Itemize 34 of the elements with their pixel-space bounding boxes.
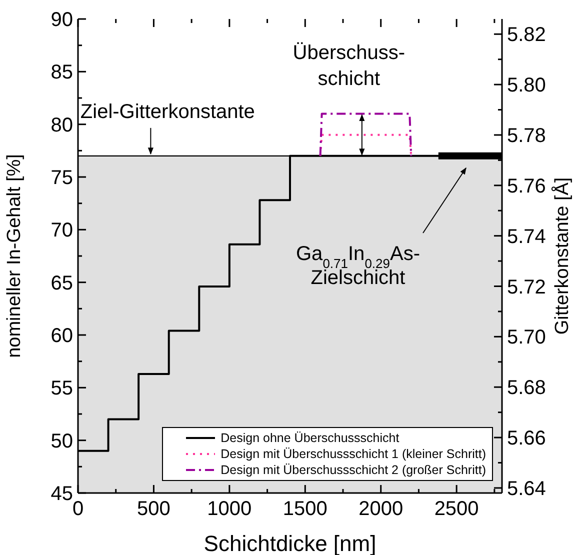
- y2-axis-title: Gitterkonstante [Å]: [551, 177, 573, 335]
- y2-tick-label: 5.70: [507, 326, 546, 349]
- annotation: Überschuss- schicht: [292, 42, 406, 90]
- y-tick-label: 45: [50, 483, 73, 505]
- legend-label: Design mit Überschussschicht 2 (großer Schritt): [220, 462, 486, 478]
- y2-tick-label: 5.80: [507, 74, 546, 97]
- x-tick-label: 2000: [358, 498, 404, 520]
- y-tick-label: 70: [50, 220, 73, 242]
- y2-tick-label: 5.78: [507, 124, 546, 147]
- x-tick-label: 1500: [282, 498, 328, 520]
- y-tick-label: 65: [50, 272, 73, 294]
- x-tick-label: 0: [72, 498, 84, 520]
- y-tick-label: 85: [50, 62, 73, 84]
- annotation: Ziel-Gitterkonstante: [80, 100, 255, 123]
- y-tick-label: 90: [50, 9, 73, 31]
- x-tick-label: 2500: [434, 498, 479, 520]
- y2-tick-label: 5.64: [507, 478, 546, 500]
- y2-tick-label: 5.82: [507, 24, 546, 46]
- y2-tick-label: 5.72: [507, 276, 546, 298]
- legend-label: Design mit Überschussschicht 1 (kleiner Schritt): [220, 446, 486, 462]
- y2-tick-label: 5.76: [507, 175, 546, 198]
- x-tick-label: 1000: [207, 498, 252, 520]
- legend-label: Design ohne Überschussschicht: [220, 430, 400, 446]
- y-tick-label: 55: [50, 378, 73, 400]
- y-tick-label: 50: [50, 430, 73, 452]
- y-tick-label: 60: [50, 325, 73, 347]
- y2-tick-label: 5.74: [507, 226, 546, 248]
- y-tick-label: 80: [50, 114, 73, 136]
- annotation: Ga$_{0.71}$In$_{0.29}$As- Zielschicht: [296, 243, 420, 289]
- y2-tick-label: 5.68: [507, 377, 546, 400]
- x-tick-label: 500: [137, 498, 170, 520]
- y2-tick-label: 5.66: [507, 428, 546, 450]
- y-tick-label: 75: [50, 167, 73, 189]
- y-axis-title: nomineller In-Gehalt [%]: [4, 154, 25, 358]
